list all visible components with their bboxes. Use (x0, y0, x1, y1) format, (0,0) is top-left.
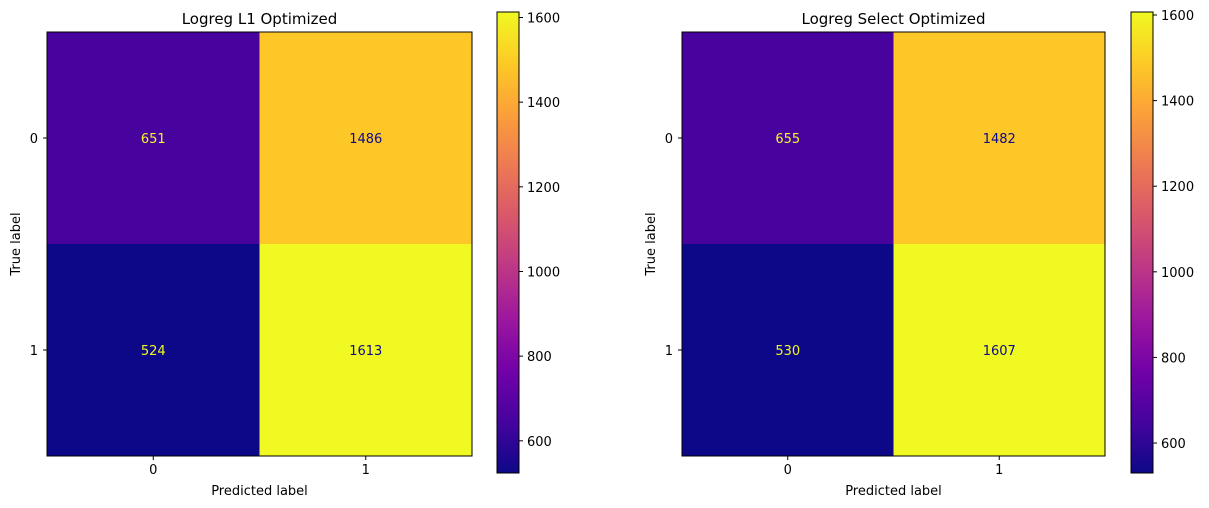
cell-1-1 (259, 244, 473, 457)
cell-value-1-1: 1607 (983, 344, 1016, 359)
cell-0-0 (682, 32, 894, 245)
x-tick-label: 0 (149, 463, 157, 478)
cell-0-0 (47, 32, 260, 245)
x-tick-label: 0 (784, 463, 792, 478)
confusion-matrix-panel-2: Logreg Select Optimized 655 1482 530 1607 0… (644, 9, 1194, 499)
colorbar-tick-label: 1200 (1161, 180, 1194, 195)
panel-1-cells: 651 1486 524 1613 (47, 32, 473, 457)
cell-1-0 (47, 244, 260, 457)
panel-1-title: Logreg L1 Optimized (182, 10, 338, 28)
colorbar-tick-label: 800 (1161, 351, 1186, 366)
panel-1-ticks: 0 1 0 1 (30, 132, 370, 478)
colorbar-tick-label: 1400 (527, 96, 560, 111)
colorbar-tick-label: 1400 (1161, 95, 1194, 110)
panel-2-axes-frame (681, 31, 1106, 457)
cell-1-1 (893, 244, 1106, 457)
colorbar-gradient (1130, 11, 1154, 474)
panel-2-title: Logreg Select Optimized (802, 10, 986, 28)
x-tick-label: 1 (995, 463, 1003, 478)
colorbar-tick-label: 600 (1161, 437, 1186, 452)
panel-1-ylabel: True label (9, 212, 24, 276)
cell-value-1-0: 530 (775, 344, 800, 359)
cell-value-0-1: 1482 (983, 132, 1016, 147)
colorbar-tick-label: 1200 (527, 181, 560, 196)
colorbar-tick-label: 1000 (1161, 266, 1194, 281)
cell-0-1 (259, 32, 473, 245)
colorbar-tick-label: 600 (527, 435, 552, 450)
panel-2-ticks: 0 1 0 1 (665, 132, 1004, 478)
cell-value-1-1: 1613 (349, 344, 382, 359)
panel-1-axes-frame (46, 31, 473, 457)
cell-value-0-1: 1486 (349, 132, 382, 147)
colorbar-gradient (496, 11, 520, 474)
panel-2-ylabel: True label (644, 212, 659, 276)
colorbar-tick-label: 1600 (527, 12, 560, 27)
cell-value-0-0: 651 (141, 132, 166, 147)
y-tick-label: 0 (30, 132, 38, 147)
panel-2-xlabel: Predicted label (845, 484, 942, 499)
x-tick-label: 1 (362, 463, 370, 478)
cell-value-0-0: 655 (775, 132, 800, 147)
y-tick-label: 1 (665, 344, 673, 359)
y-tick-label: 0 (665, 132, 673, 147)
colorbar-tick-label: 1600 (1161, 9, 1194, 24)
panel-2-cells: 655 1482 530 1607 (682, 32, 1106, 457)
panel-1-colorbar: 600 800 1000 1200 1400 1600 (496, 11, 560, 474)
cell-value-1-0: 524 (141, 344, 166, 359)
panel-2-colorbar: 600 800 1000 1200 1400 1600 (1130, 9, 1194, 474)
panel-1-xlabel: Predicted label (211, 484, 308, 499)
cell-0-1 (893, 32, 1106, 245)
y-tick-label: 1 (30, 344, 38, 359)
colorbar-tick-label: 1000 (527, 265, 560, 280)
colorbar-tick-label: 800 (527, 350, 552, 365)
cell-1-0 (682, 244, 894, 457)
